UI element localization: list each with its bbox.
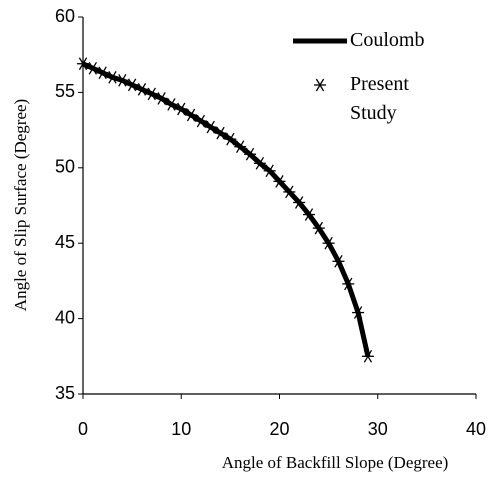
- marker: [175, 102, 188, 116]
- marker-stroke: [285, 185, 294, 199]
- marker-stroke: [265, 164, 274, 178]
- marker-stroke: [275, 175, 284, 188]
- marker: [273, 175, 286, 188]
- marker: [155, 92, 168, 105]
- marker: [224, 132, 237, 146]
- marker: [244, 147, 257, 161]
- marker: [77, 57, 89, 71]
- marker: [342, 277, 355, 291]
- marker: [302, 208, 315, 221]
- marker-stroke: [245, 147, 255, 161]
- marker: [283, 185, 296, 199]
- legend-swatch: [314, 78, 326, 92]
- legend-label-box: Coulomb: [350, 29, 425, 51]
- x-tick-label: 20: [269, 419, 289, 439]
- marker: [145, 87, 158, 101]
- marker: [86, 61, 99, 75]
- marker: [194, 114, 207, 128]
- marker-stroke: [127, 78, 137, 92]
- marker: [322, 236, 335, 250]
- marker: [135, 83, 148, 96]
- marker-stroke: [334, 254, 343, 268]
- marker-stroke: [137, 83, 147, 96]
- x-tick-label: 30: [368, 419, 388, 439]
- y-tick-label: 50: [55, 157, 75, 177]
- marker: [106, 70, 119, 84]
- marker-stroke: [206, 120, 215, 134]
- marker-stroke: [294, 196, 304, 209]
- y-tick-label: 40: [55, 307, 75, 327]
- marker-stroke: [157, 92, 166, 105]
- marker-stroke: [108, 70, 117, 84]
- x-tick-label: 10: [171, 419, 191, 439]
- marker: [214, 126, 227, 140]
- marker-stroke: [255, 156, 265, 170]
- marker: [126, 78, 139, 92]
- marker-stroke: [315, 78, 325, 92]
- y-tick-label: 45: [55, 232, 75, 252]
- x-tick-label: 40: [466, 419, 486, 439]
- marker-stroke: [196, 114, 206, 128]
- legend-label: Coulomb: [350, 29, 425, 51]
- y-tick-label: 35: [55, 383, 75, 403]
- y-tick-label: 55: [55, 81, 75, 101]
- marker-stroke: [167, 98, 176, 111]
- marker-stroke: [98, 66, 107, 80]
- marker: [96, 66, 109, 80]
- marker-stroke: [177, 102, 186, 116]
- marker: [185, 108, 198, 122]
- marker-stroke: [216, 126, 225, 140]
- marker: [293, 196, 306, 209]
- marker: [165, 98, 178, 111]
- marker-stroke: [88, 61, 97, 75]
- marker: [352, 306, 365, 319]
- marker: [234, 140, 247, 154]
- marker-stroke: [314, 221, 323, 235]
- marker-stroke: [236, 140, 245, 154]
- marker-stroke: [118, 74, 127, 87]
- marker-stroke: [344, 277, 353, 291]
- legend-label-box: Present Study: [350, 73, 409, 124]
- marker-stroke: [226, 132, 235, 146]
- marker-stroke: [353, 306, 363, 319]
- marker: [332, 254, 345, 268]
- series-line: [81, 61, 371, 357]
- marker-stroke: [324, 236, 333, 250]
- marker: [204, 120, 217, 134]
- x-axis-label: Angle of Backfill Slope (Degree): [222, 453, 449, 472]
- marker: [361, 349, 374, 363]
- marker-stroke: [147, 87, 156, 101]
- marker-stroke: [78, 57, 88, 71]
- y-tick-label: 60: [55, 6, 75, 26]
- marker: [253, 156, 266, 170]
- y-axis-label: Angle of Slip Surface (Degree): [11, 99, 30, 311]
- x-tick-label: 0: [78, 419, 88, 439]
- marker: [263, 164, 276, 178]
- marker: [312, 221, 325, 235]
- marker: [116, 74, 129, 87]
- marker-stroke: [186, 108, 196, 122]
- legend-label: Present Study: [350, 73, 409, 124]
- marker-stroke: [363, 349, 373, 363]
- marker-stroke: [304, 208, 314, 221]
